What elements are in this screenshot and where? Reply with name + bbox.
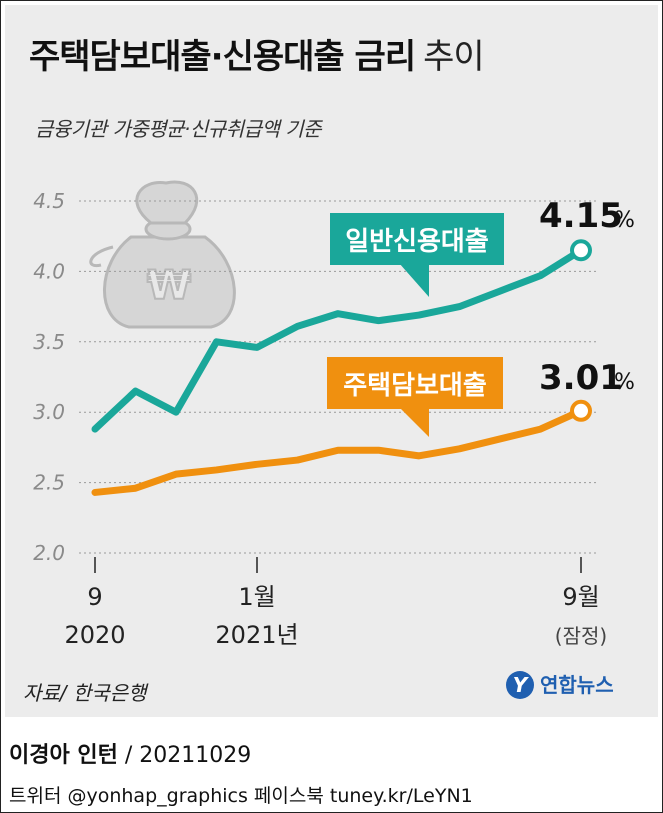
- mortgage-line: [91, 407, 585, 496]
- x-tick-label: 9월: [562, 583, 599, 611]
- title-bold: 주택담보대출·신용대출 금리: [29, 37, 416, 77]
- y-tick-label: 3.0: [33, 400, 65, 424]
- page-title: 주택담보대출·신용대출 금리 추이: [29, 29, 485, 78]
- credit-loan-end-value: 4.15: [539, 196, 623, 236]
- mortgage-end-value: 3.01: [539, 358, 623, 398]
- line-chart: ₩ 4.54.03.53.02.52.0 920201월2021년9월(잠정) …: [33, 180, 635, 649]
- credit-loan-end-marker: [570, 239, 592, 262]
- y-tick-label: 2.5: [33, 471, 65, 495]
- mortgage-callout-box: [327, 357, 503, 409]
- svg-text:₩: ₩: [147, 263, 191, 309]
- credit-loan-series-label: 일반신용대출: [345, 227, 489, 257]
- y-tick-label: 3.5: [33, 330, 65, 354]
- yonhap-logo: Y 연합뉴스: [506, 667, 646, 703]
- y-tick-label: 4.0: [33, 259, 65, 283]
- publish-date: / 20211029: [124, 743, 252, 768]
- credit-loan-callout-tail: [399, 263, 429, 297]
- mortgage-end-marker: [570, 399, 592, 422]
- y-tick-label: 2.0: [33, 541, 65, 565]
- x-tick-sublabel: 2020: [64, 621, 125, 649]
- social-links: 트위터 @yonhap_graphics 페이스북 tuney.kr/LeYN1: [9, 785, 473, 807]
- mortgage-end-unit: %: [614, 370, 635, 395]
- mortgage-callout-tail: [399, 407, 429, 437]
- x-tick-sublabel: 2021년: [215, 621, 298, 649]
- page-subtitle: 금융기관 가중평균·신규취급액 기준: [35, 117, 322, 141]
- mortgage-series-label: 주택담보대출: [343, 371, 487, 401]
- yonhap-logo-text: 연합뉴스: [540, 673, 614, 697]
- x-tick-label: 1월: [238, 583, 275, 611]
- x-tick-sublabel: (잠정): [555, 624, 607, 648]
- credit-loan-callout-box: [330, 213, 504, 265]
- credit-loan-end-unit: %: [614, 208, 635, 233]
- x-tick-label: 9: [87, 583, 102, 611]
- yonhap-mark-icon: Y: [506, 671, 534, 699]
- source-note: 자료/ 한국은행: [23, 681, 147, 705]
- money-bag-won-icon: ₩: [89, 180, 236, 329]
- credit-line: 이경아 인턴 / 20211029: [9, 737, 251, 769]
- title-light: 추이: [423, 37, 485, 77]
- author-name: 이경아 인턴: [9, 743, 118, 768]
- y-tick-label: 4.5: [33, 189, 65, 213]
